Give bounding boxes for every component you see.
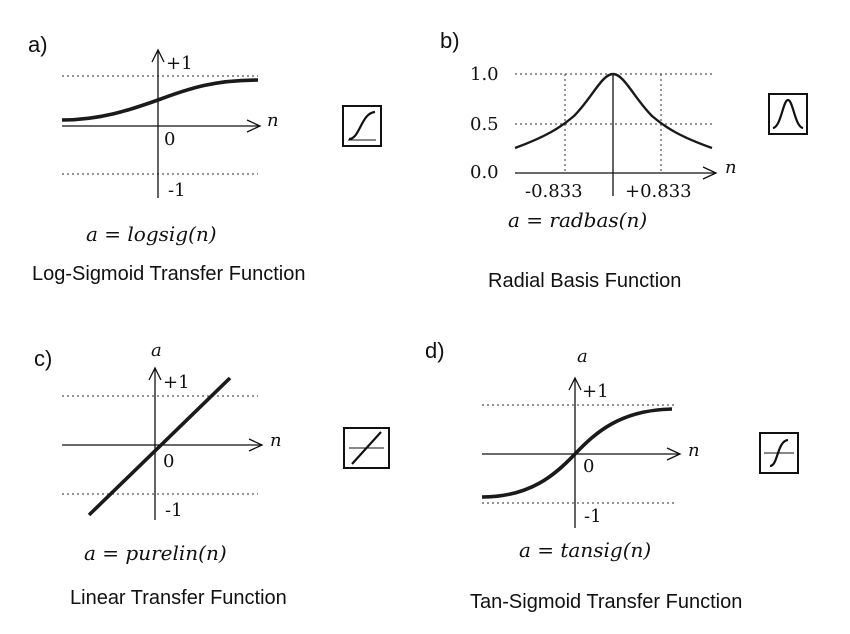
panel-c-tag: c) bbox=[34, 346, 52, 371]
radbas-tick-half: 0.5 bbox=[470, 114, 499, 135]
radbas-tick-minus: -0.833 bbox=[525, 181, 583, 202]
radbas-curve bbox=[514, 72, 713, 150]
tansig-origin: 0 bbox=[583, 456, 594, 477]
panel-tansig: d) a +1 0 -1 n a = tansig(n) Tan-Sigmoid… bbox=[425, 338, 799, 613]
sigmoid-icon bbox=[342, 105, 382, 147]
bell-icon bbox=[768, 93, 808, 135]
radbas-tick-one: 1.0 bbox=[470, 64, 499, 85]
panel-d-tag: d) bbox=[425, 338, 445, 363]
tansig-plus-one: +1 bbox=[582, 381, 609, 402]
radbas-equation: a = radbas(n) bbox=[508, 208, 647, 232]
radbas-x-arrow bbox=[702, 166, 718, 180]
purelin-a-label: a bbox=[151, 340, 162, 361]
purelin-n-label: n bbox=[270, 430, 282, 451]
logsig-plus-one: +1 bbox=[166, 53, 193, 74]
purelin-minus-one: -1 bbox=[165, 500, 183, 521]
radbas-tick-plus: +0.833 bbox=[625, 181, 692, 202]
purelin-x-arrow bbox=[248, 438, 264, 452]
tansig-equation: a = tansig(n) bbox=[519, 538, 651, 562]
tansig-minus-one: -1 bbox=[584, 506, 602, 527]
logsig-x-arrow bbox=[246, 119, 262, 133]
tansig-x-arrow bbox=[666, 447, 682, 461]
tan-sigmoid-icon bbox=[759, 432, 799, 474]
tansig-n-label: n bbox=[688, 440, 700, 461]
logsig-equation: a = logsig(n) bbox=[86, 222, 217, 246]
purelin-origin: 0 bbox=[163, 451, 174, 472]
panel-purelin: c) a +1 0 -1 n a = purelin(n) Linear Tra… bbox=[34, 340, 390, 609]
radbas-n-label: n bbox=[725, 157, 737, 178]
purelin-equation: a = purelin(n) bbox=[84, 541, 227, 565]
radbas-tick-zero: 0.0 bbox=[470, 162, 499, 183]
tansig-curve bbox=[481, 407, 673, 499]
panel-radbas: b) 1.0 0.5 0.0 -0.833 +0.833 n a = radba… bbox=[440, 28, 808, 292]
logsig-curve bbox=[61, 78, 259, 122]
purelin-y-arrow bbox=[148, 366, 162, 381]
panel-b-tag: b) bbox=[440, 28, 460, 53]
logsig-n-label: n bbox=[267, 110, 279, 131]
linear-icon bbox=[343, 427, 390, 469]
radbas-caption: Radial Basis Function bbox=[488, 270, 681, 292]
purelin-caption: Linear Transfer Function bbox=[70, 587, 287, 609]
tansig-a-label: a bbox=[577, 346, 588, 367]
panel-logsig: a) +1 0 -1 n a = logsig(n) Log-Sigmoid T… bbox=[28, 32, 382, 285]
purelin-plus-one: +1 bbox=[163, 372, 190, 393]
purelin-line bbox=[87, 376, 232, 517]
logsig-minus-one: -1 bbox=[168, 180, 186, 201]
logsig-caption: Log-Sigmoid Transfer Function bbox=[32, 263, 305, 285]
tansig-caption: Tan-Sigmoid Transfer Function bbox=[470, 591, 742, 613]
logsig-origin: 0 bbox=[164, 129, 175, 150]
tansig-y-arrow bbox=[568, 376, 582, 391]
panel-a-tag: a) bbox=[28, 32, 48, 57]
logsig-y-arrow bbox=[151, 48, 165, 63]
